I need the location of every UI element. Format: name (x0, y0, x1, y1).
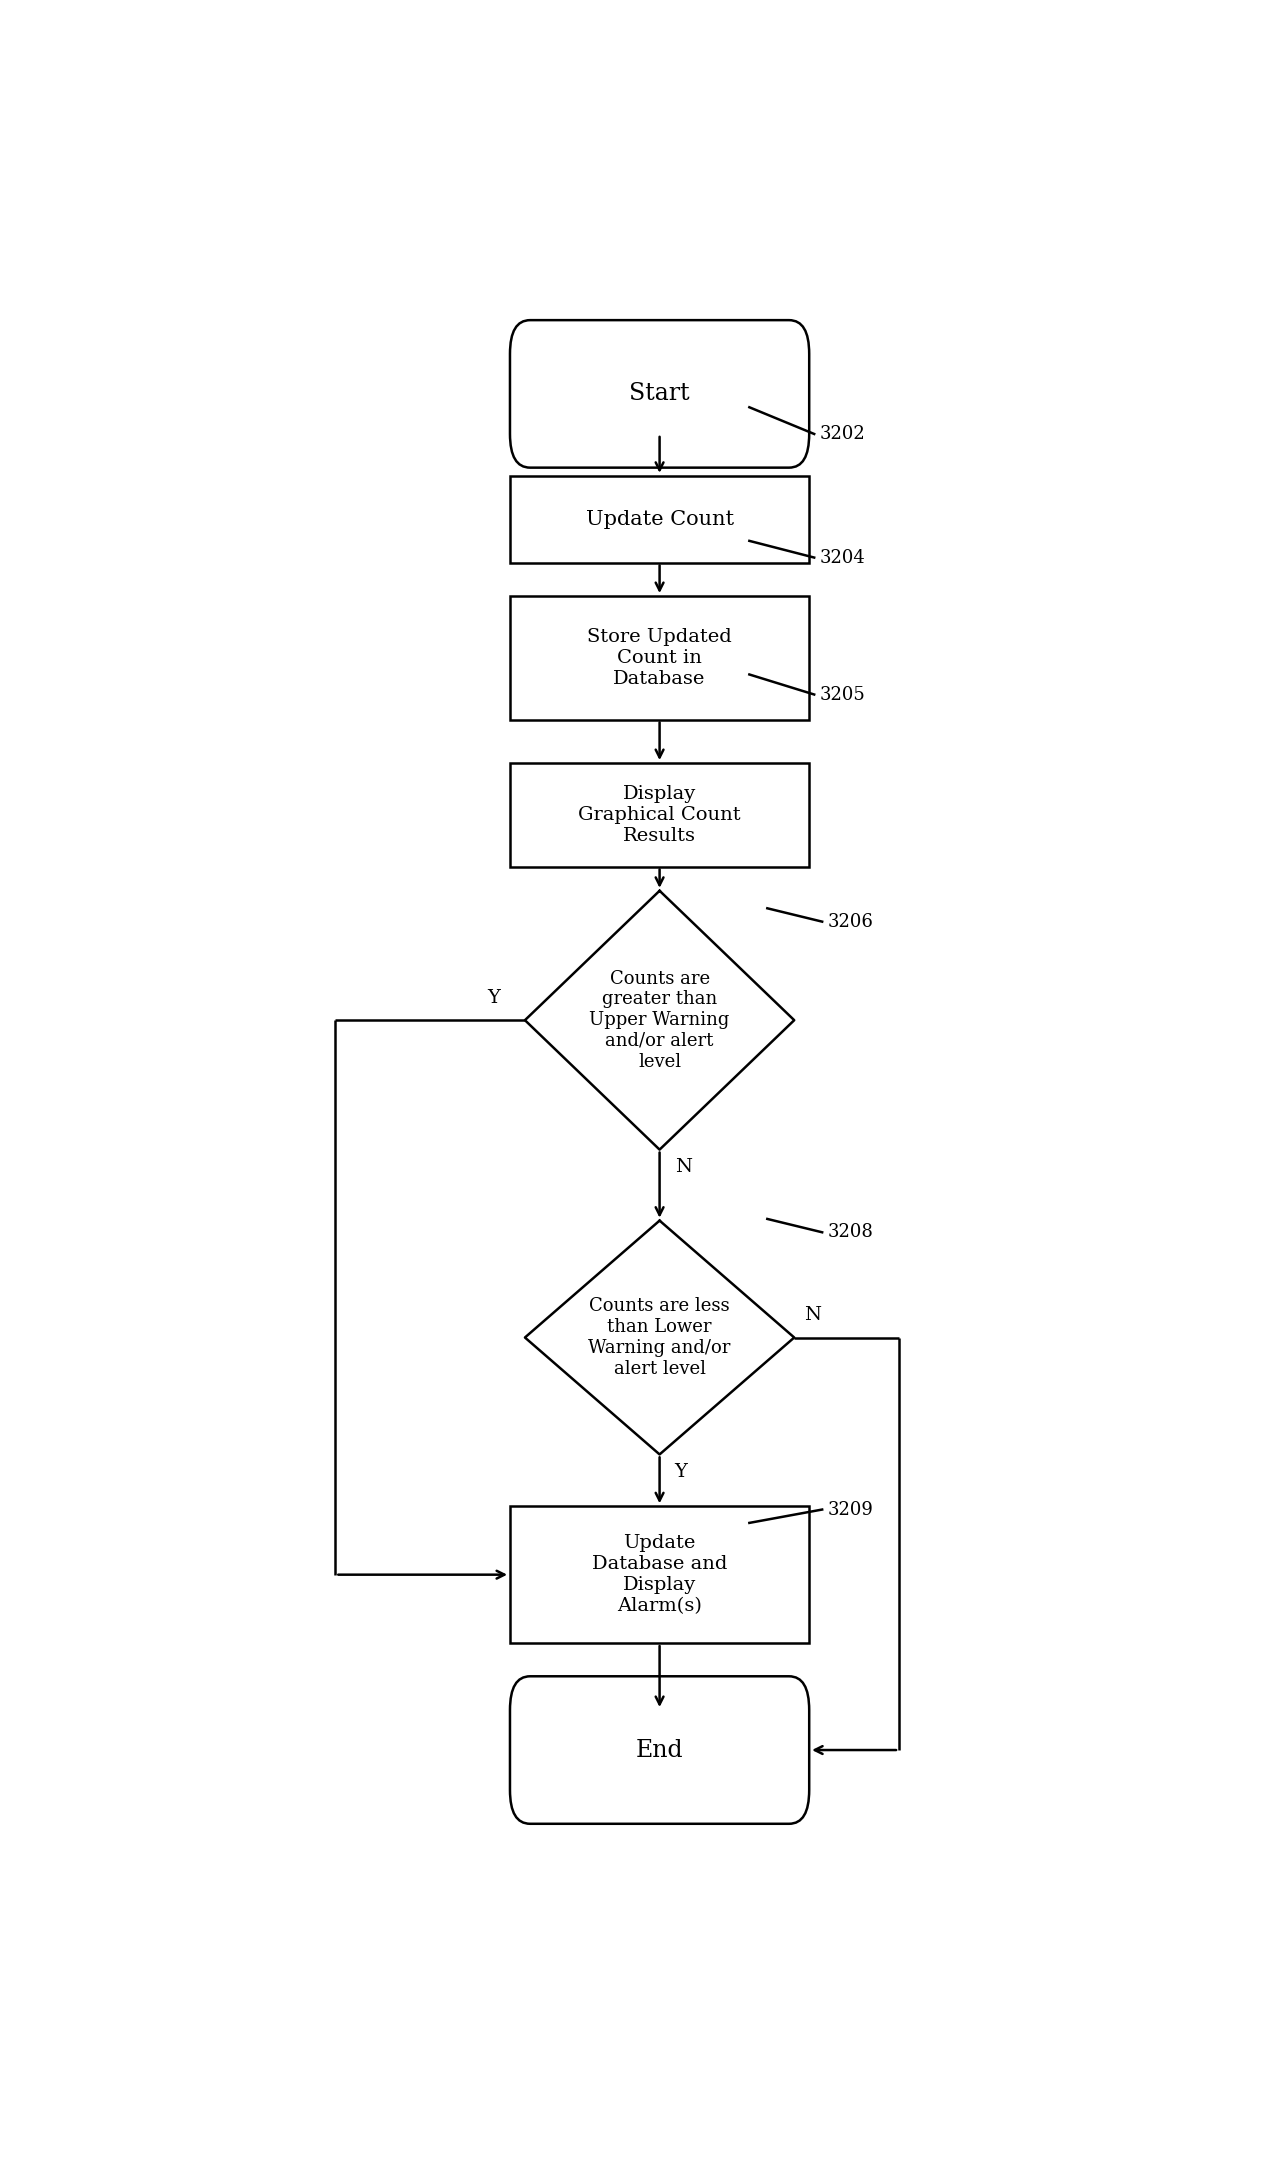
Text: N: N (804, 1306, 821, 1323)
FancyBboxPatch shape (510, 1677, 810, 1824)
Text: End: End (636, 1740, 683, 1761)
Bar (510, 475, 810, 562)
Text: Counts are less
than Lower
Warning and/or
alert level: Counts are less than Lower Warning and/o… (588, 1297, 731, 1377)
Text: N: N (674, 1158, 691, 1176)
Text: Display
Graphical Count
Results: Display Graphical Count Results (578, 785, 741, 844)
Text: 3206: 3206 (828, 913, 873, 931)
Text: 3204: 3204 (820, 549, 865, 566)
Text: Y: Y (674, 1462, 687, 1481)
Text: 3205: 3205 (820, 685, 865, 703)
Bar (510, 1505, 810, 1644)
FancyBboxPatch shape (510, 321, 810, 469)
Text: Y: Y (486, 989, 499, 1006)
Text: 3209: 3209 (828, 1501, 873, 1518)
Text: Store Updated
Count in
Database: Store Updated Count in Database (587, 629, 732, 688)
Text: 3202: 3202 (820, 425, 865, 442)
Bar (510, 596, 810, 720)
Text: Update
Database and
Display
Alarm(s): Update Database and Display Alarm(s) (592, 1533, 727, 1616)
Text: Counts are
greater than
Upper Warning
and/or alert
level: Counts are greater than Upper Warning an… (589, 970, 730, 1071)
Text: 3208: 3208 (828, 1223, 873, 1241)
Text: Start: Start (629, 382, 690, 406)
Bar (510, 763, 810, 868)
Text: Update Count: Update Count (586, 510, 734, 529)
